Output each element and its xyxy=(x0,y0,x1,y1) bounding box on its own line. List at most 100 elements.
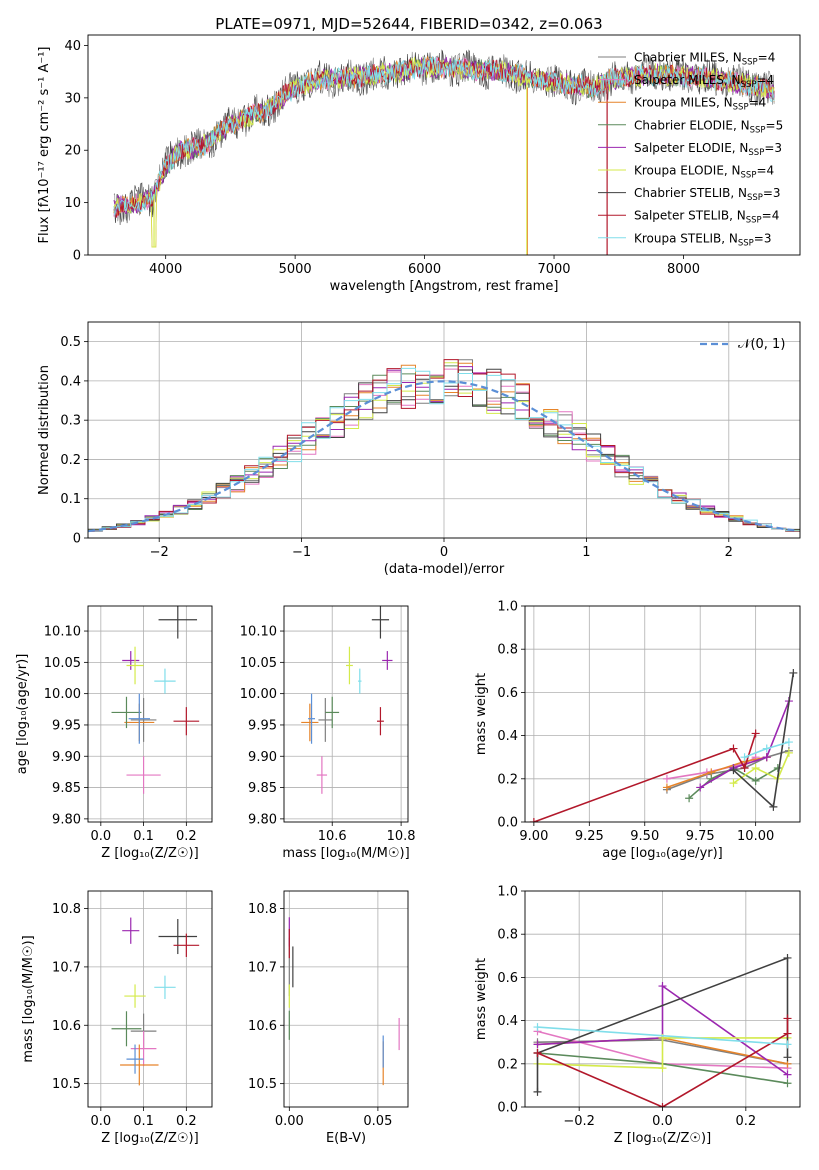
weight-marker xyxy=(533,1087,542,1096)
legend-subscript: SSP xyxy=(741,80,757,90)
mass_vs_z-panel: 0.0 0.1 0.2 10.5 10.6 10.7 10.8 Z [log₁₀(Z/Z☉)]… xyxy=(21,890,213,1146)
age_vs_mass-plot-area xyxy=(301,606,393,794)
weight-marker xyxy=(729,744,738,753)
histogram-kroupa_stelib xyxy=(88,367,800,532)
errorbar-chabrier_elodie xyxy=(325,696,340,729)
weight_vs_z-panel: −0.2 0.0 0.2 0.0 0.2 0.4 0.6 0.8 1.0 Z [log₁₀(Z/Z… xyxy=(474,885,801,1146)
y-tick-label: 10 xyxy=(64,196,81,211)
y-tick-label: 9.90 xyxy=(248,750,277,765)
legend-value: =3 xyxy=(763,186,781,200)
x-tick-label: 8000 xyxy=(667,262,700,277)
x-tick-label: 2 xyxy=(725,545,733,560)
mass_vs_ebv-plot-area xyxy=(288,917,400,1086)
weight-marker xyxy=(658,982,667,991)
weight-line-kroupa_elodie xyxy=(537,1037,788,1069)
y-tick-label: 0.3 xyxy=(60,414,81,429)
x-tick-label: 1 xyxy=(582,545,590,560)
errorbar-kroupa_miles xyxy=(301,703,319,742)
legend-text: Chabrier ELODIE, N xyxy=(634,118,750,132)
x-axis-label: mass [log₁₀(M/M☉)] xyxy=(282,846,409,861)
errorbar-salpeter_stelib xyxy=(377,707,384,736)
weight-marker xyxy=(662,774,671,783)
age_vs_mass-panel: 10.6 10.8 9.80 9.85 9.90 9.95 10.00 10.05 10.10 m… xyxy=(240,605,416,861)
x-tick-label: 0.2 xyxy=(735,1114,756,1129)
x-tick-label: 0 xyxy=(440,545,448,560)
y-tick-label: 0 xyxy=(73,532,81,547)
axes-frame xyxy=(87,321,801,539)
legend-subscript: SSP xyxy=(742,58,758,68)
x-tick-label: 0.0 xyxy=(90,1114,111,1129)
y-tick-label: 9.90 xyxy=(52,750,81,765)
weight-marker xyxy=(533,1023,542,1032)
errorbar-kroupa_elodie xyxy=(346,646,353,685)
y-axis-label: Normed distribution xyxy=(37,365,52,495)
x-tick-label: −0.2 xyxy=(563,1114,595,1129)
x-axis-label: Z [log₁₀(Z/Z☉)] xyxy=(101,1131,198,1146)
y-tick-label: 0.4 xyxy=(497,1014,518,1029)
legend-label: Chabrier MILES, NSSP=4 xyxy=(634,51,775,68)
y-tick-label: 10.7 xyxy=(52,960,81,975)
y-tick-label: 10.10 xyxy=(44,625,81,640)
y-axis-label: mass weight xyxy=(474,673,489,755)
normal-curve xyxy=(88,380,798,533)
errorbar-chabrier_miles xyxy=(130,698,157,742)
weight-marker xyxy=(783,1053,792,1062)
x-tick-label: 10.6 xyxy=(318,829,347,844)
legend-text: Salpeter MILES, N xyxy=(634,73,741,87)
weight-marker xyxy=(789,668,798,677)
axes-frame xyxy=(283,605,409,823)
y-tick-label: 10.6 xyxy=(248,1019,277,1034)
spectrum-plot-area xyxy=(113,49,775,255)
x-tick-label: 0.1 xyxy=(133,1114,154,1129)
y-tick-label: 9.95 xyxy=(52,718,81,733)
errorbar-salpeter_elodie xyxy=(382,651,393,670)
weight-marker xyxy=(783,1079,792,1088)
legend-text: Chabrier MILES, N xyxy=(634,51,742,65)
mass_vs_z-plot-area xyxy=(111,917,200,1086)
legend-subscript: SSP xyxy=(747,193,763,203)
weight-marker xyxy=(783,1070,792,1079)
legend-label: Kroupa ELODIE, NSSP=4 xyxy=(634,164,774,181)
y-tick-label: 0.0 xyxy=(497,816,518,831)
axes-frame xyxy=(87,890,213,1108)
x-tick-label: 9.75 xyxy=(686,829,715,844)
legend-subscript: SSP xyxy=(750,125,766,135)
x-tick-label: 5000 xyxy=(279,262,312,277)
x-axis-label: Z [log₁₀(Z/Z☉)] xyxy=(614,1131,711,1146)
y-tick-label: 10.00 xyxy=(44,687,81,702)
y-tick-label: 0.2 xyxy=(497,772,518,787)
legend-value: =3 xyxy=(764,141,782,155)
y-tick-label: 10.10 xyxy=(240,625,277,640)
weight-line-kroupa_stelib xyxy=(537,1026,788,1046)
x-tick-label: 6000 xyxy=(408,262,441,277)
y-tick-label: 0.2 xyxy=(497,1057,518,1072)
errorbar-chabrier_elodie xyxy=(111,1011,142,1047)
weight-marker xyxy=(662,783,671,792)
weight-marker xyxy=(533,1040,542,1049)
weight-marker xyxy=(784,738,793,747)
legend-label: Salpeter MILES, NSSP=4 xyxy=(634,73,774,90)
errorbar-chabrier_stelib xyxy=(158,606,198,639)
weight_vs_z-plot-area xyxy=(533,953,792,1107)
errorbar-kroupa_elodie xyxy=(126,646,144,685)
y-tick-label: 0.8 xyxy=(497,643,518,658)
axes-frame xyxy=(87,605,213,823)
weight-marker xyxy=(751,776,760,785)
legend-value: =5 xyxy=(766,118,784,132)
y-axis-label: Flux [fλ10⁻¹⁷ erg cm⁻² s⁻¹ A⁻¹] xyxy=(37,47,52,244)
y-tick-label: 0.6 xyxy=(497,686,518,701)
x-tick-label: 7000 xyxy=(537,262,570,277)
y-tick-label: 10.7 xyxy=(248,960,277,975)
y-axis-label: mass weight xyxy=(474,958,489,1040)
legend-label: Kroupa MILES, NSSP=4 xyxy=(634,96,766,113)
y-tick-label: 9.85 xyxy=(52,781,81,796)
errorbar-normal xyxy=(128,693,150,744)
mass_vs_ebv-panel: 0.00 0.05 10.5 10.6 10.7 10.8 E(B-V) xyxy=(248,890,409,1146)
weight-marker xyxy=(773,764,782,772)
errorbar-salpeter_stelib xyxy=(173,707,200,736)
x-tick-label: 0.2 xyxy=(176,1114,197,1129)
weight-marker xyxy=(685,794,694,803)
weight-line-kroupa_elodie xyxy=(733,752,790,784)
weight-marker xyxy=(784,748,793,757)
